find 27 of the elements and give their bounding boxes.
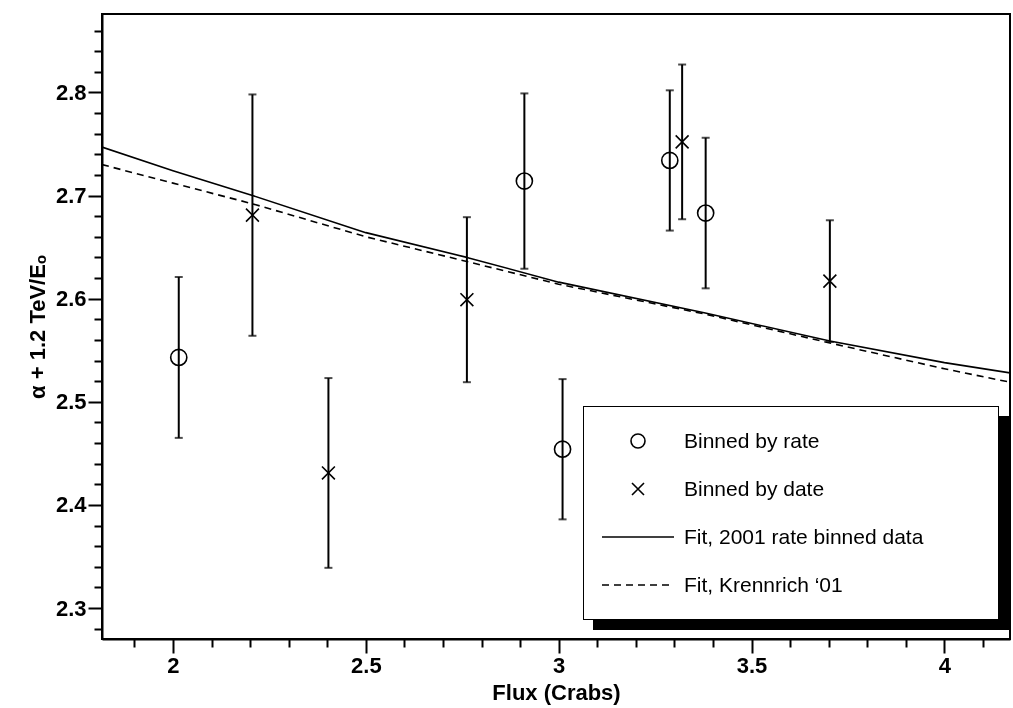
y-tick-label: 2.5 [55, 389, 87, 415]
legend-label: Binned by rate [684, 429, 820, 453]
point [459, 292, 475, 307]
y-tick-label: 2.6 [55, 286, 87, 312]
x-axis-title: Flux (Crabs) [492, 679, 621, 705]
point [169, 348, 188, 367]
point [674, 134, 690, 150]
point [660, 151, 679, 170]
point [822, 273, 838, 289]
point [321, 465, 336, 481]
point [245, 207, 260, 223]
y-tick-label: 2.3 [55, 595, 87, 621]
y-axis-title: α + 1.2 TeV/Eₒ [24, 255, 50, 399]
y-tick-label: 2.4 [55, 492, 88, 518]
legend-label: Fit, Krennrich ‘01 [684, 573, 843, 597]
x-tick-label: 3 [553, 652, 566, 678]
x-tick-label: 4 [938, 652, 952, 678]
x-tick-label: 3.5 [736, 652, 768, 678]
point [553, 440, 572, 459]
point [515, 172, 534, 190]
y-tick-label: 2.8 [55, 79, 87, 105]
legend-label: Binned by date [684, 477, 825, 501]
legend-label: Fit, 2001 rate binned data [684, 525, 924, 549]
y-tick-label: 2.7 [55, 183, 87, 209]
point [696, 204, 715, 222]
x-tick-label: 2.5 [351, 652, 382, 678]
x-tick-label: 2 [167, 652, 180, 678]
